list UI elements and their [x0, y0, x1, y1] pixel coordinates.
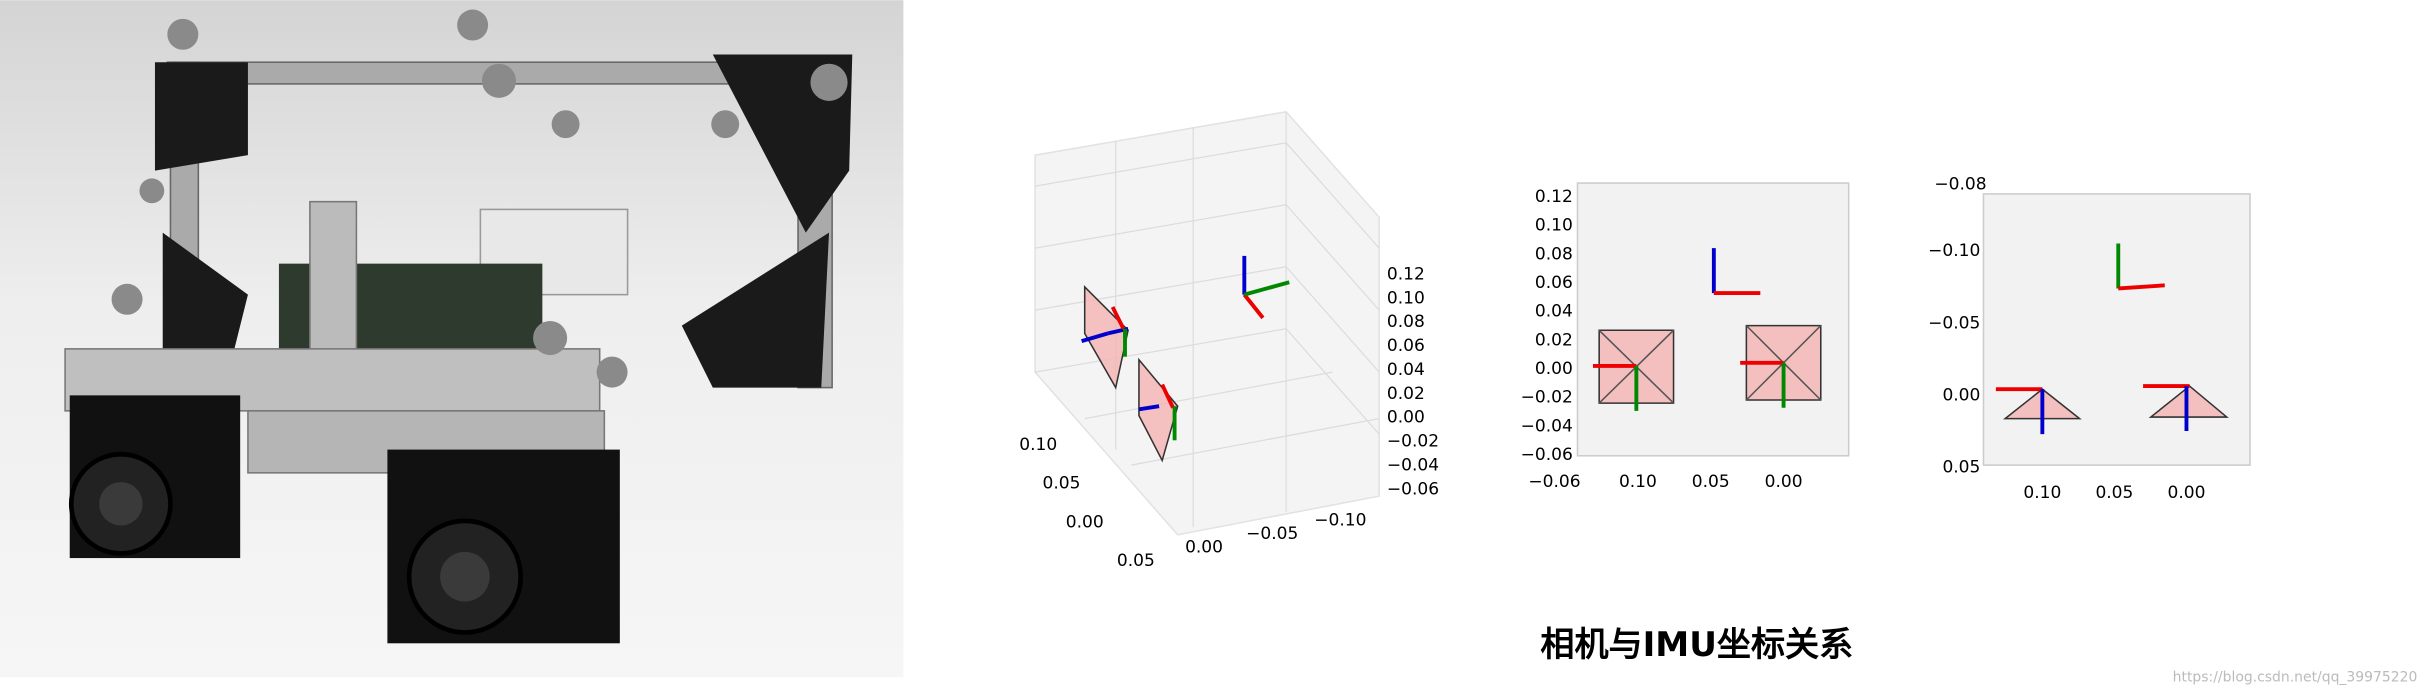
- tick-label: 0.04: [1387, 360, 1425, 380]
- tick-label: 0.10: [1619, 472, 1657, 492]
- tick-label: 0.00: [1942, 385, 1980, 405]
- tick-label: −0.05: [1246, 524, 1298, 544]
- tick-label: 0.00: [1387, 408, 1425, 428]
- tick-label: 0.00: [1066, 512, 1104, 532]
- tick-label: 0.05: [1692, 472, 1730, 492]
- tick-label: 0.00: [2168, 483, 2206, 503]
- tick-label: 0.12: [1387, 264, 1425, 284]
- tick-label: −0.02: [1521, 388, 1573, 408]
- tick-label: 0.04: [1535, 302, 1573, 322]
- tick-label: 0.00: [1765, 472, 1803, 492]
- overlap-label: −0.08: [1934, 175, 1986, 195]
- rig-photo: [0, 0, 904, 678]
- tick-label: 0.05: [1117, 551, 1155, 571]
- tick-label: 0.10: [1387, 288, 1425, 308]
- tick-label: 0.00: [1535, 359, 1573, 379]
- tick-label: −0.06: [1521, 445, 1573, 465]
- tick-label: 0.05: [1043, 474, 1081, 494]
- tick-label: 0.00: [1185, 538, 1223, 558]
- plot-side-axes: [1982, 193, 2251, 466]
- tick-label: 0.10: [1019, 435, 1057, 455]
- caption: 相机与IMU坐标关系: [1540, 625, 1853, 665]
- plot-3d-panes: [1034, 110, 1380, 536]
- tick-label: 0.10: [2023, 483, 2061, 503]
- tick-label: 0.05: [1942, 457, 1980, 477]
- tick-label: −0.04: [1387, 455, 1439, 475]
- tick-label: 0.12: [1535, 187, 1573, 207]
- tick-label: −0.06: [1387, 479, 1439, 499]
- tick-label: −0.04: [1521, 416, 1573, 436]
- watermark: https://blog.csdn.net/qq_39975220: [2173, 669, 2418, 685]
- tick-label: 0.02: [1387, 384, 1425, 404]
- tick-label: −0.05: [1928, 313, 1980, 333]
- tick-label: 0.06: [1387, 336, 1425, 356]
- tick-label: 0.08: [1387, 312, 1425, 332]
- overlap-label: −0.06: [1528, 472, 1580, 492]
- plot-3d-cameras: [1081, 255, 1290, 463]
- tick-label: 0.08: [1535, 244, 1573, 264]
- tick-label: −0.02: [1387, 432, 1439, 452]
- tick-label: 0.05: [2095, 483, 2133, 503]
- tick-label: 0.06: [1535, 273, 1573, 293]
- tick-label: −0.10: [1928, 241, 1980, 261]
- tick-label: 0.02: [1535, 330, 1573, 350]
- plot-top-axes: [1576, 182, 1850, 457]
- tick-label: 0.10: [1535, 216, 1573, 236]
- tick-label: −0.10: [1314, 511, 1366, 531]
